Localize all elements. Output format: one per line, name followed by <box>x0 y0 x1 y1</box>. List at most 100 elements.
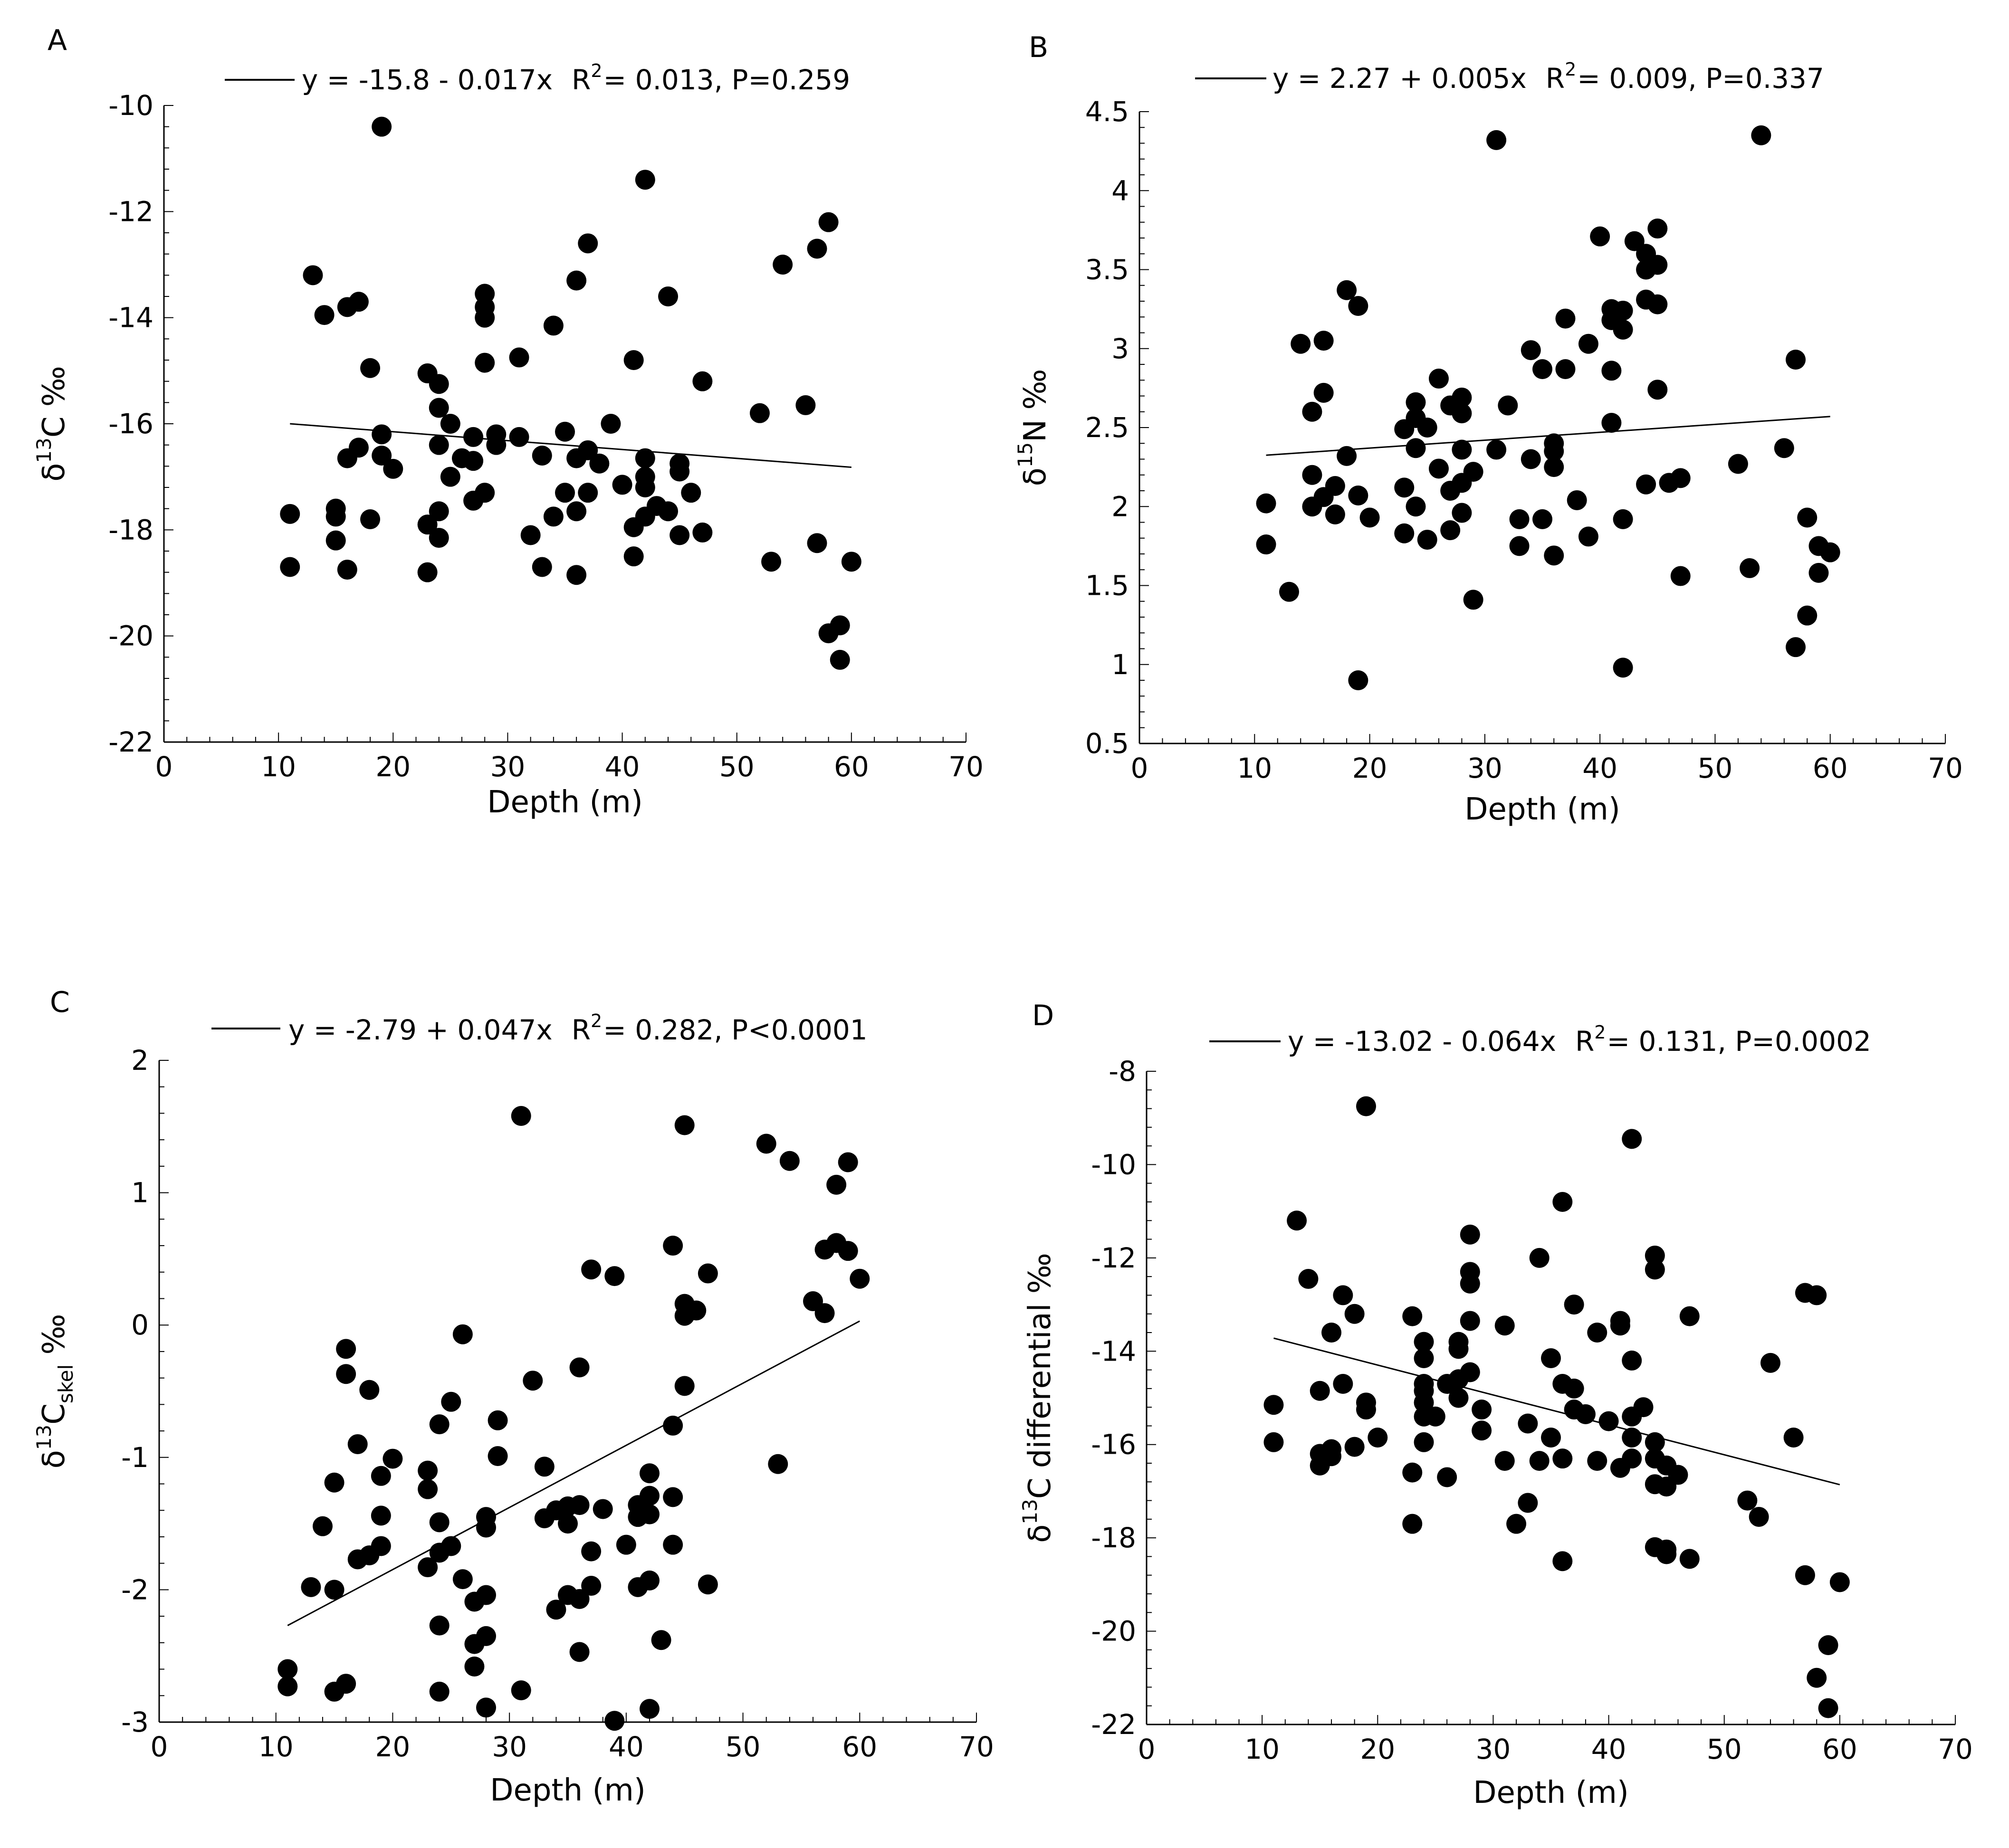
data-point <box>658 286 679 306</box>
r-squared-superscript: 2 <box>591 1010 602 1031</box>
data-point <box>1622 1129 1642 1149</box>
data-point <box>635 448 655 468</box>
data-point <box>604 1266 625 1286</box>
data-point <box>463 451 484 471</box>
data-point <box>681 483 701 503</box>
data-point <box>1760 1353 1780 1373</box>
data-point <box>429 528 449 548</box>
data-point <box>1552 1448 1573 1469</box>
y-title-delta: δ <box>1023 1524 1058 1543</box>
data-point <box>566 270 587 291</box>
data-point <box>429 398 449 418</box>
data-point <box>663 1487 683 1507</box>
data-point <box>277 1676 298 1696</box>
data-point <box>418 1557 438 1578</box>
data-point <box>1610 1315 1630 1336</box>
data-point <box>1578 333 1598 354</box>
y-title-main: C ‰ <box>37 366 72 438</box>
data-point <box>325 506 346 527</box>
x-tick-label: 60 <box>834 751 869 783</box>
data-point <box>818 212 839 232</box>
regression-equation: y = -13.02 - 0.064x <box>1288 1025 1556 1057</box>
data-point <box>807 238 827 259</box>
data-point <box>593 1499 613 1519</box>
regression-stats: = 0.013, P=0.259 <box>603 64 851 96</box>
x-tick-label: 70 <box>959 1731 994 1763</box>
data-point <box>670 525 690 545</box>
data-point <box>429 1543 450 1563</box>
x-axis-title-c: Depth (m) <box>490 1773 646 1808</box>
data-point <box>347 1434 368 1454</box>
data-point <box>509 347 529 368</box>
x-tick-label: 0 <box>151 1731 168 1763</box>
x-tick-label: 70 <box>1928 752 1963 784</box>
data-point <box>301 1577 321 1597</box>
data-point <box>1659 473 1679 493</box>
regression-equation: y = -2.79 + 0.047x <box>288 1014 553 1046</box>
y-title-superscript: 13 <box>32 1425 56 1450</box>
y-tick-label: 3.5 <box>1085 254 1129 286</box>
data-point <box>623 517 644 537</box>
data-point <box>463 490 484 511</box>
data-point <box>1494 1315 1515 1336</box>
data-point <box>663 1534 683 1555</box>
data-point <box>569 1642 590 1662</box>
data-point <box>612 475 632 495</box>
data-point <box>1679 1306 1700 1326</box>
x-tick-label: 60 <box>842 1731 877 1763</box>
data-point <box>623 350 644 370</box>
panel-label-a: A <box>48 24 67 57</box>
data-point <box>1460 1311 1480 1331</box>
x-tick-label: 50 <box>1707 1733 1742 1765</box>
x-tick-label: 30 <box>1476 1733 1511 1765</box>
data-point <box>1818 1698 1838 1718</box>
y-title-subscript: skel <box>54 1364 77 1403</box>
data-point <box>674 1305 695 1326</box>
data-point <box>1414 1432 1434 1452</box>
x-tick-label: 70 <box>1938 1733 1973 1765</box>
data-point <box>429 1615 450 1636</box>
data-point <box>440 467 460 487</box>
data-point <box>1564 1295 1584 1315</box>
data-point <box>371 1505 391 1526</box>
data-point <box>336 1339 356 1359</box>
data-point <box>604 1711 625 1731</box>
data-point <box>1818 1635 1838 1656</box>
data-point <box>1552 1551 1573 1572</box>
data-point <box>1622 1350 1642 1371</box>
x-tick-label: 40 <box>605 751 640 783</box>
data-point <box>1406 438 1426 458</box>
regression-stats: = 0.282, P<0.0001 <box>603 1014 867 1046</box>
data-point <box>651 1630 671 1650</box>
y-tick-label: -14 <box>108 302 153 334</box>
data-point <box>1590 226 1610 247</box>
data-point <box>640 1699 660 1719</box>
data-point <box>511 1106 531 1126</box>
data-point <box>838 1152 858 1172</box>
r-squared-symbol: R <box>1575 1025 1594 1057</box>
data-point <box>488 1446 508 1467</box>
y-tick-label: -2 <box>121 1573 149 1606</box>
data-point <box>360 509 381 529</box>
data-point <box>1636 474 1656 495</box>
data-point <box>670 461 690 482</box>
data-point <box>1414 1332 1434 1352</box>
data-point <box>372 446 392 466</box>
data-point <box>569 1589 590 1609</box>
r-squared-symbol: R <box>1546 62 1565 95</box>
data-point <box>1541 1348 1561 1369</box>
data-point <box>1263 1395 1284 1415</box>
data-point <box>581 1576 602 1596</box>
data-point <box>486 435 507 455</box>
data-point <box>452 1324 473 1344</box>
data-point <box>520 525 541 545</box>
x-tick-label: 50 <box>719 751 755 783</box>
data-point <box>1440 481 1461 501</box>
y-title-suffix: ‰ <box>37 1314 72 1364</box>
y-tick-label: 2 <box>131 1044 149 1076</box>
data-point <box>1774 438 1794 458</box>
data-point <box>324 1472 344 1493</box>
data-point <box>463 427 484 447</box>
data-point <box>1598 1411 1619 1431</box>
